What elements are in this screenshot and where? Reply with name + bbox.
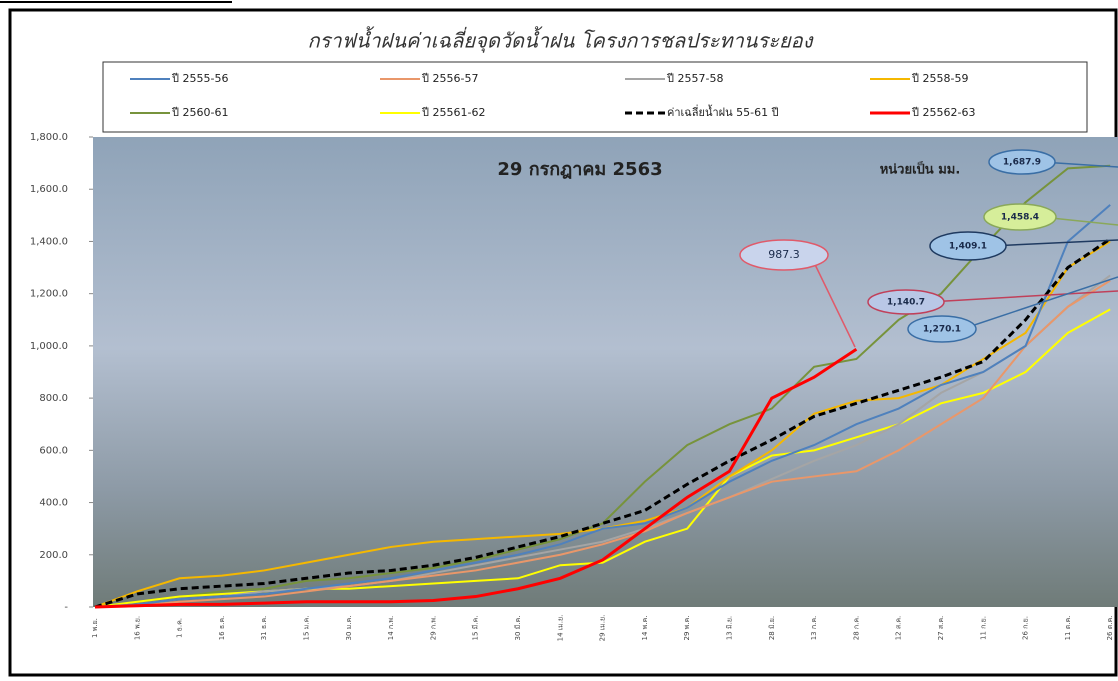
- y-tick-label: 1,000.0: [30, 341, 68, 352]
- x-tick-label: 26 ก.ย.: [1022, 616, 1030, 640]
- series-line: [94, 347, 858, 609]
- y-tick-label: 200.0: [39, 550, 68, 561]
- callout-label: 1,409.1: [949, 242, 987, 252]
- callout: [988, 149, 1056, 175]
- x-tick-label: 16 พ.ย.: [133, 616, 141, 640]
- y-tick-label: 600.0: [39, 445, 68, 456]
- legend-label: ปี 2555-56: [171, 72, 229, 85]
- x-tick-label: 15 มี.ค.: [472, 616, 480, 641]
- y-tick-label: 1,200.0: [30, 289, 68, 300]
- x-tick-label: 12 ส.ค.: [895, 616, 903, 641]
- series-line: [94, 274, 1111, 608]
- y-tick-label: 400.0: [39, 498, 68, 509]
- legend-label: ปี 2558-59: [911, 72, 969, 85]
- series-line: [94, 237, 1112, 609]
- callout: [739, 239, 829, 271]
- x-tick-label: 16 ธ.ค.: [218, 616, 226, 641]
- x-tick-label: 29 เม.ย.: [599, 615, 607, 642]
- callout-pointer: [962, 276, 1118, 330]
- callout: [929, 231, 1007, 261]
- callout-pointer: [990, 239, 1118, 247]
- x-tick-label: 1 ธ.ค.: [176, 618, 184, 638]
- x-tick-label: 29 ก.พ.: [429, 616, 437, 640]
- x-tick-label: 11 ก.ย.: [979, 616, 987, 640]
- legend-label: ค่าเฉลี่ยน้ำฝน 55-61 ปี: [667, 104, 779, 119]
- x-tick-label: 28 มิ.ย.: [768, 616, 776, 640]
- x-tick-label: 30 มี.ค.: [514, 616, 522, 641]
- x-tick-label: 14 พ.ค.: [641, 616, 649, 641]
- x-tick-label: 11 ต.ค.: [1064, 616, 1072, 641]
- callout: [907, 315, 977, 343]
- unit-label: หน่วยเป็น มม.: [880, 160, 961, 178]
- x-tick-label: 29 พ.ค.: [683, 616, 691, 641]
- legend-label: ปี 2560-61: [171, 106, 229, 119]
- callout-label: 1,458.4: [1001, 213, 1039, 223]
- x-tick-label: 14 ก.พ.: [387, 616, 395, 640]
- x-tick-label: 26 ต.ค.: [1106, 616, 1114, 641]
- x-tick-label: 30 ม.ค.: [345, 616, 353, 641]
- x-tick-label: 28 ก.ค.: [852, 616, 860, 641]
- callout-label: 1,270.1: [923, 325, 961, 335]
- y-tick-label: 1,400.0: [30, 236, 68, 247]
- legend-label: ปี 25561-62: [421, 106, 486, 119]
- callout-pointer: [928, 290, 1118, 303]
- date-label: 29 กรกฎาคม 2563: [497, 159, 662, 180]
- callout-pointer: [809, 254, 856, 348]
- chart-title: กราฟน้ำฝนค่าเฉลี่ยจุดวัดน้ำฝน โครงการชลป…: [308, 26, 814, 54]
- y-tick-label: -: [64, 602, 68, 613]
- plot-background: [93, 137, 1118, 607]
- legend-label: ปี 2557-58: [666, 72, 724, 85]
- callout-label: 1,687.9: [1003, 158, 1041, 168]
- x-tick-label: 31 ธ.ค.: [260, 616, 268, 641]
- y-tick-label: 1,600.0: [30, 184, 68, 195]
- series-line: [94, 279, 1111, 608]
- callout-label: 1,140.7: [887, 298, 925, 308]
- x-tick-label: 27 ส.ค.: [937, 616, 945, 641]
- legend-label: ปี 25562-63: [911, 106, 976, 119]
- legend: [102, 61, 1088, 133]
- series-line: [94, 204, 1111, 608]
- callout: [983, 203, 1057, 231]
- y-tick-label: 1,800.0: [30, 132, 68, 143]
- callout-label: 987.3: [768, 248, 800, 261]
- x-tick-label: 15 ม.ค.: [303, 616, 311, 641]
- legend-label: ปี 2556-57: [421, 72, 479, 85]
- x-tick-label: 13 ก.ค.: [810, 616, 818, 641]
- x-tick-label: 13 มิ.ย.: [726, 616, 734, 640]
- y-tick-label: 800.0: [39, 393, 68, 404]
- x-tick-label: 1 พ.ย.: [91, 618, 99, 638]
- callout: [867, 289, 945, 315]
- series-line: [94, 164, 1111, 608]
- x-tick-label: 14 เม.ย.: [556, 615, 564, 642]
